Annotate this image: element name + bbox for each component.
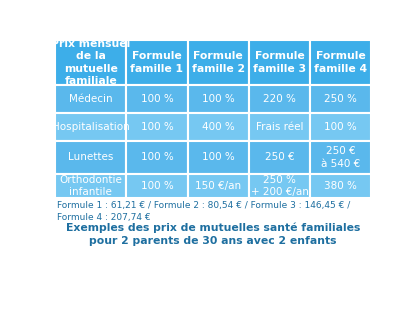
- Text: 100 %: 100 %: [141, 181, 173, 191]
- Text: 220 %: 220 %: [263, 94, 296, 104]
- Bar: [188, 174, 249, 198]
- Text: Orthodontie
infantile: Orthodontie infantile: [59, 175, 122, 197]
- Text: Frais réel: Frais réel: [256, 122, 303, 132]
- Bar: [126, 85, 188, 113]
- Bar: [55, 85, 126, 113]
- Bar: [188, 85, 249, 113]
- Text: Formule
famille 2: Formule famille 2: [192, 51, 245, 74]
- Text: Formule
famille 1: Formule famille 1: [131, 51, 183, 74]
- Text: Hospitalisation: Hospitalisation: [52, 122, 129, 132]
- Text: Formule
famille 3: Formule famille 3: [253, 51, 306, 74]
- Text: 150 €/an: 150 €/an: [195, 181, 241, 191]
- Bar: [249, 113, 310, 141]
- Bar: [55, 113, 126, 141]
- Text: 100 %: 100 %: [202, 94, 235, 104]
- Text: 100 %: 100 %: [141, 94, 173, 104]
- Bar: [188, 141, 249, 174]
- Bar: [55, 174, 126, 198]
- Text: Lunettes: Lunettes: [68, 152, 114, 163]
- Bar: [126, 113, 188, 141]
- Bar: [188, 40, 249, 85]
- Bar: [310, 174, 371, 198]
- Bar: [249, 141, 310, 174]
- Text: 250 €: 250 €: [265, 152, 295, 163]
- Bar: [126, 40, 188, 85]
- Text: Formule
famille 4: Formule famille 4: [314, 51, 367, 74]
- Bar: [126, 174, 188, 198]
- Text: 400 %: 400 %: [202, 122, 235, 132]
- Bar: [55, 40, 126, 85]
- Text: Formule 1 : 61,21 € / Formule 2 : 80,54 € / Formule 3 : 146,45 € /
Formule 4 : 2: Formule 1 : 61,21 € / Formule 2 : 80,54 …: [57, 201, 350, 222]
- Text: Médecin: Médecin: [69, 94, 112, 104]
- Bar: [249, 85, 310, 113]
- Bar: [310, 113, 371, 141]
- Bar: [188, 113, 249, 141]
- Text: 100 %: 100 %: [202, 152, 235, 163]
- Text: Prix mensuel
de la
mutuelle
familiale: Prix mensuel de la mutuelle familiale: [51, 39, 130, 86]
- Bar: [249, 174, 310, 198]
- Bar: [310, 85, 371, 113]
- Text: 250 %
+ 200 €/an: 250 % + 200 €/an: [251, 175, 309, 197]
- Text: Exemples des prix de mutuelles santé familiales
pour 2 parents de 30 ans avec 2 : Exemples des prix de mutuelles santé fam…: [66, 223, 360, 246]
- Text: 100 %: 100 %: [141, 122, 173, 132]
- Text: 100 %: 100 %: [324, 122, 357, 132]
- Bar: [310, 141, 371, 174]
- Text: 250 €
à 540 €: 250 € à 540 €: [321, 146, 360, 169]
- Bar: [249, 40, 310, 85]
- Bar: [126, 141, 188, 174]
- Text: 100 %: 100 %: [141, 152, 173, 163]
- Bar: [310, 40, 371, 85]
- Bar: [55, 141, 126, 174]
- Text: 380 %: 380 %: [324, 181, 357, 191]
- Text: 250 %: 250 %: [324, 94, 357, 104]
